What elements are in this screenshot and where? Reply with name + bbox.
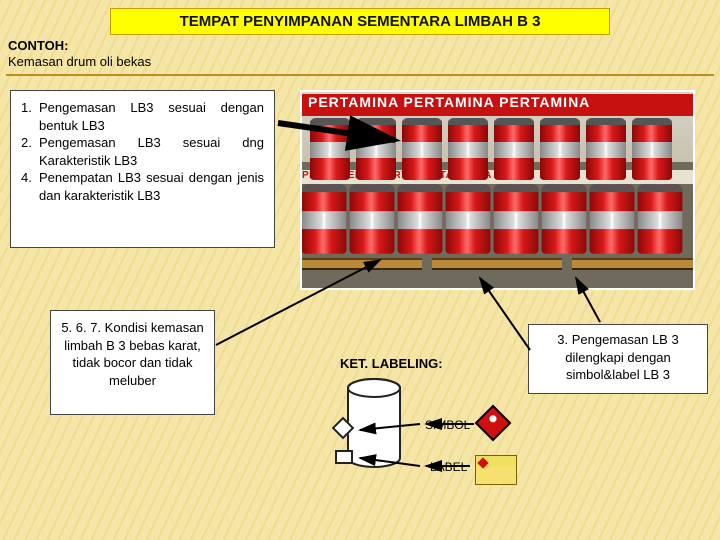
drum <box>398 184 443 253</box>
points-box-3: 3. Pengemasan LB 3 dilengkapi dengan sim… <box>528 324 708 394</box>
simbol-text: SIMBOL <box>425 418 470 432</box>
pertamina-banner: PERTAMINA PERTAMINA PERTAMINA <box>302 94 693 116</box>
cylinder-diagram <box>345 378 403 470</box>
pallet <box>302 258 422 270</box>
num1: 1. <box>21 99 39 134</box>
drum <box>586 118 626 180</box>
drum <box>590 184 635 253</box>
num3: 4. <box>21 169 39 204</box>
text3: Penempatan LB3 sesuai dengan jenis dan k… <box>39 169 264 204</box>
drum <box>494 184 539 253</box>
drum <box>494 118 534 180</box>
num2: 2. <box>21 134 39 169</box>
contoh-label: CONTOH: <box>8 38 68 53</box>
page-title: TEMPAT PENYIMPANAN SEMENTARA LIMBAH B 3 <box>110 8 610 35</box>
drum <box>356 118 396 180</box>
points-box-2: 5. 6. 7. Kondisi kemasan limbah B 3 beba… <box>50 310 215 415</box>
drum <box>350 184 395 253</box>
pallet <box>572 258 695 270</box>
label-sample-icon <box>475 455 517 485</box>
hazard-symbol-icon <box>475 405 512 442</box>
rect-icon <box>335 450 353 464</box>
divider <box>6 74 714 76</box>
drum <box>448 118 488 180</box>
text2: Pengemasan LB3 sesuai dng Karakteristik … <box>39 134 264 169</box>
pallet <box>432 258 562 270</box>
drum <box>302 184 347 253</box>
drums-photo: PERTAMINA PERTAMINA PERTAMINA PERTA PERT… <box>300 90 695 290</box>
text1: Pengemasan LB3 sesuai dengan bentuk LB3 <box>39 99 264 134</box>
drum <box>540 118 580 180</box>
subtitle: Kemasan drum oli bekas <box>8 54 151 69</box>
points-box-1: 1.Pengemasan LB3 sesuai dengan bentuk LB… <box>10 90 275 248</box>
label-text: LABEL <box>430 460 467 474</box>
ket-labeling-heading: KET. LABELING: <box>340 356 443 371</box>
drum <box>402 118 442 180</box>
drum <box>638 184 683 253</box>
drum <box>446 184 491 253</box>
drum <box>632 118 672 180</box>
drum <box>310 118 350 180</box>
drum <box>542 184 587 253</box>
